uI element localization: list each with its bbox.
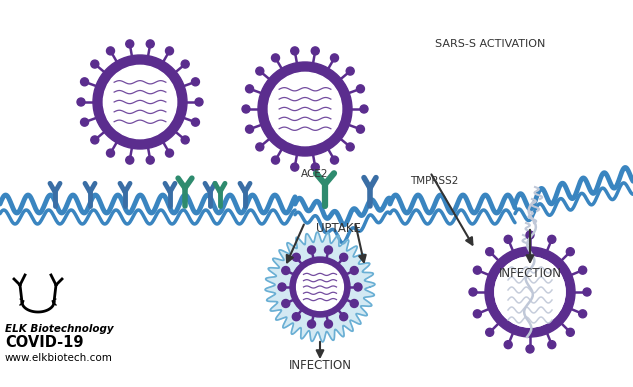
Circle shape [258,62,352,156]
Circle shape [146,40,154,48]
Circle shape [165,149,173,157]
Circle shape [505,235,512,243]
Circle shape [469,288,477,296]
Circle shape [354,283,362,291]
Text: ACE2: ACE2 [301,169,329,179]
Circle shape [290,257,350,317]
Circle shape [106,149,115,157]
Circle shape [106,47,115,55]
Circle shape [246,85,254,93]
Circle shape [579,266,587,274]
Circle shape [486,248,494,256]
Circle shape [77,98,85,106]
Text: UPTAKE: UPTAKE [316,222,360,235]
Circle shape [165,47,173,55]
Circle shape [103,65,177,139]
Circle shape [195,98,203,106]
Circle shape [268,72,342,146]
Circle shape [282,300,290,308]
Circle shape [191,78,199,86]
Text: COVID-19: COVID-19 [5,335,84,350]
Circle shape [311,47,319,55]
Circle shape [505,341,512,349]
Circle shape [181,60,189,68]
Circle shape [80,78,89,86]
Text: INFECTION: INFECTION [499,267,561,280]
Circle shape [272,156,280,164]
Circle shape [126,156,134,164]
Circle shape [356,85,365,93]
Circle shape [278,283,286,291]
Circle shape [297,264,343,310]
Circle shape [292,253,300,261]
Circle shape [340,313,348,321]
Circle shape [80,118,89,126]
Circle shape [311,163,319,171]
Circle shape [473,266,481,274]
Circle shape [486,328,494,336]
Circle shape [246,125,254,133]
Circle shape [308,246,315,254]
Circle shape [548,235,556,243]
Circle shape [526,345,534,353]
Circle shape [256,67,264,75]
Text: SARS-S ACTIVATION: SARS-S ACTIVATION [435,39,545,49]
Circle shape [242,105,250,113]
Circle shape [91,60,99,68]
Circle shape [495,257,565,327]
Circle shape [548,341,556,349]
Polygon shape [265,232,375,342]
Circle shape [126,40,134,48]
Circle shape [360,105,368,113]
Circle shape [346,67,354,75]
Circle shape [567,328,574,336]
Circle shape [330,156,339,164]
Circle shape [308,320,315,328]
Circle shape [282,267,290,274]
Text: ELK Biotechnology: ELK Biotechnology [5,324,114,334]
Circle shape [350,300,358,308]
Circle shape [93,55,187,149]
Circle shape [350,267,358,274]
Circle shape [191,118,199,126]
Circle shape [340,253,348,261]
Circle shape [292,313,300,321]
Circle shape [495,257,565,327]
Circle shape [346,143,354,151]
Circle shape [325,320,332,328]
Text: www.elkbiotech.com: www.elkbiotech.com [5,353,113,363]
Circle shape [583,288,591,296]
Circle shape [356,125,365,133]
Circle shape [579,310,587,318]
Circle shape [291,47,299,55]
Circle shape [291,163,299,171]
Circle shape [485,247,575,337]
Circle shape [325,246,332,254]
Circle shape [330,54,339,62]
Text: INFECTION: INFECTION [289,359,351,372]
Circle shape [256,143,264,151]
Circle shape [91,136,99,144]
Circle shape [181,136,189,144]
Circle shape [567,248,574,256]
Circle shape [526,231,534,239]
Text: TMPRSS2: TMPRSS2 [410,176,458,186]
Circle shape [473,310,481,318]
Circle shape [272,54,280,62]
Circle shape [146,156,154,164]
